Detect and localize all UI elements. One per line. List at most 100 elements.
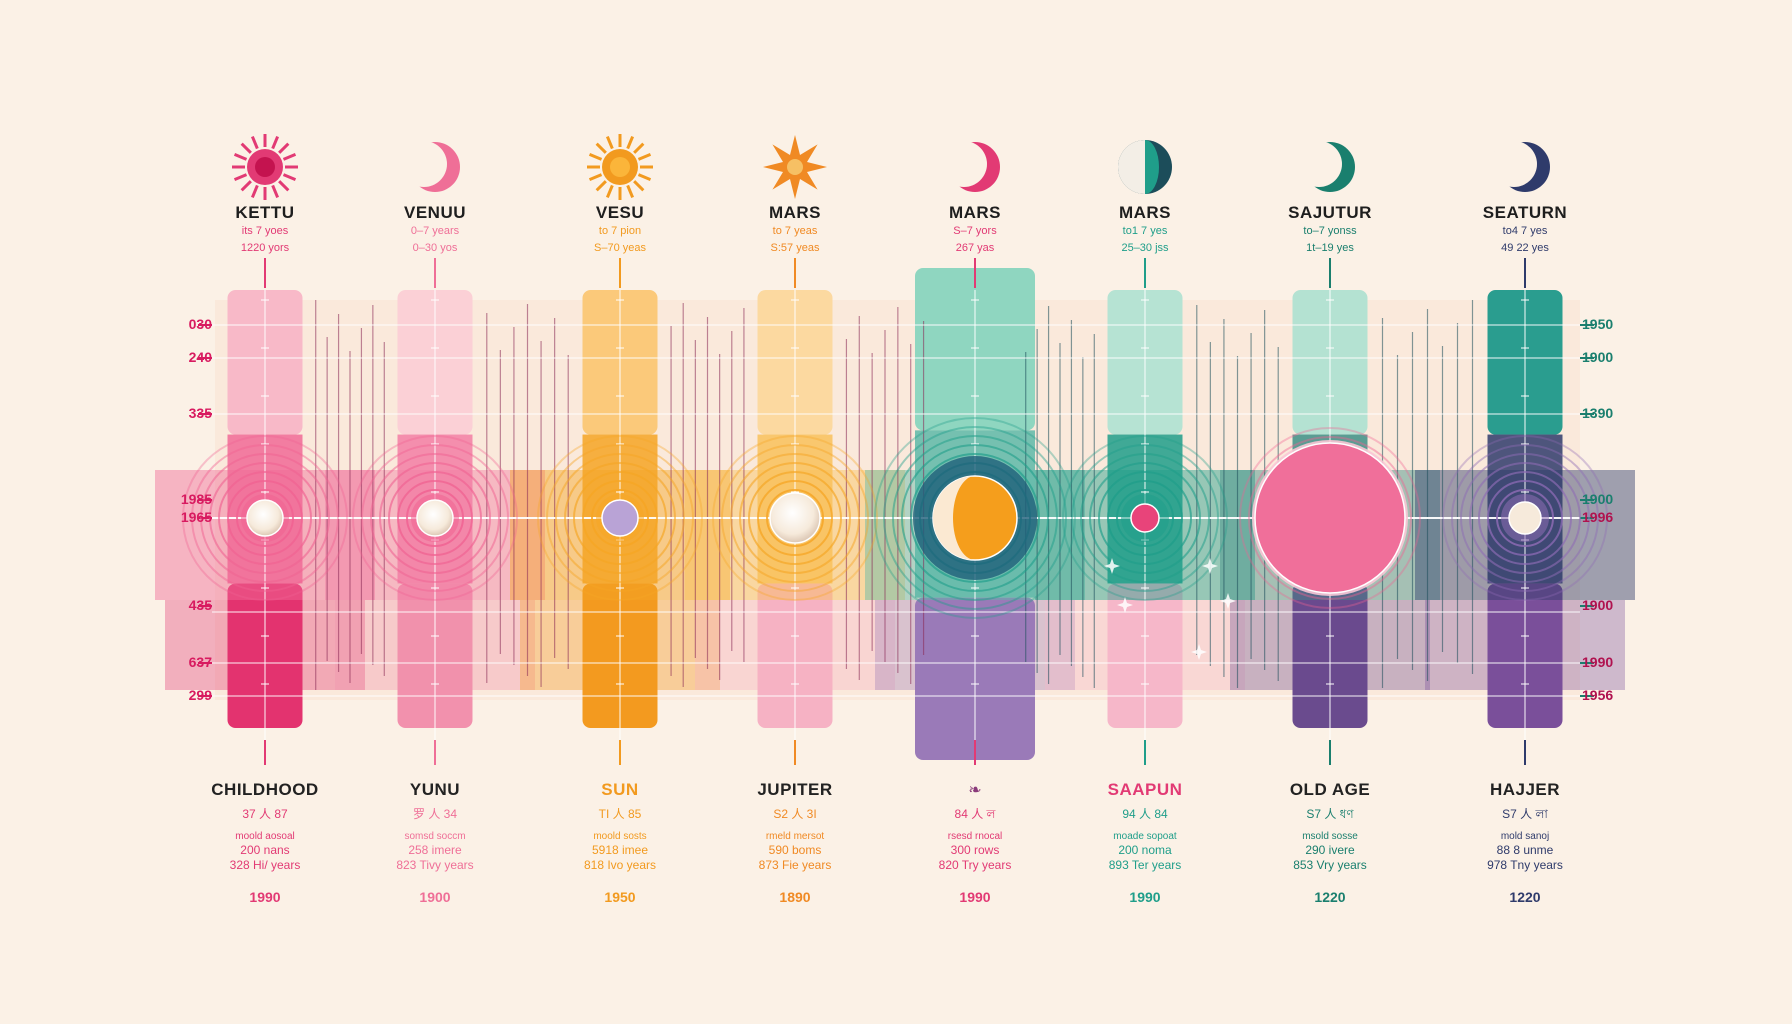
top-years-6: 25–30 jss	[1121, 242, 1169, 254]
sun-burst-icon-ray	[250, 135, 259, 150]
sun-burst-icon-ray	[250, 184, 259, 199]
ring	[1107, 480, 1183, 556]
top-detail-2: 0–7 years	[410, 225, 460, 237]
sun-icon-ray	[637, 152, 652, 161]
sun-burst-icon-ray	[271, 135, 280, 150]
sparkle-icon	[1117, 597, 1133, 613]
ring	[388, 471, 482, 565]
bottom-code-6: 94 人 84	[1122, 807, 1168, 821]
right-axis-label-4: 1900	[1582, 491, 1614, 507]
orb-4	[769, 492, 821, 544]
crescent-moon-icon-cut	[1296, 141, 1342, 187]
bottom-label-3: SUN	[601, 780, 639, 799]
orb-3	[601, 499, 639, 537]
left-axis-label-2: 240	[188, 349, 212, 365]
left-axis-label-4: 1985	[180, 491, 212, 507]
ring-layer	[182, 417, 1608, 619]
ring	[1442, 435, 1608, 601]
left-axis-label-7: 637	[188, 654, 212, 670]
sun-icon-ray	[637, 173, 652, 182]
bottom-note-5: rsesd rnocal	[947, 831, 1003, 842]
ring	[1098, 471, 1192, 565]
ring	[236, 489, 294, 547]
icon-layer	[232, 134, 1550, 200]
orb-1	[246, 499, 284, 537]
sun-icon-ray	[633, 142, 645, 154]
bottom-label-1: CHILDHOOD	[211, 780, 319, 799]
right-axis-label-3: 1390	[1582, 405, 1614, 421]
sparkle-icon	[1220, 593, 1236, 609]
bottom-count-8: 88 8 unme	[1496, 843, 1554, 857]
bottom-code-7: S7 人 ধণ	[1306, 807, 1354, 821]
ring	[218, 471, 312, 565]
ring	[555, 453, 685, 583]
bottom-year-3: 1950	[604, 889, 636, 905]
bottom-note-6: moade sopoat	[1113, 831, 1177, 842]
top-label-4: MARS	[768, 203, 822, 222]
bottom-years-6: 893 Ter years	[1108, 858, 1182, 872]
ring	[397, 480, 473, 556]
ring	[1469, 462, 1581, 574]
bottom-count-7: 290 ivere	[1305, 843, 1355, 857]
ring	[370, 453, 500, 583]
bottom-note-3: moold sosts	[593, 831, 647, 842]
top-years-1: 1220 yors	[240, 242, 290, 254]
top-label-8: SEATURN	[1482, 203, 1568, 222]
half-moon-icon-light	[1118, 140, 1145, 194]
bottom-year-5: 1990	[959, 889, 991, 905]
sun-icon-ray	[626, 135, 635, 150]
bottom-code-8: S7 人 লা	[1502, 807, 1548, 821]
bottom-code-3: TI 人 85	[598, 807, 642, 821]
bottom-years-5: 820 Try years	[938, 858, 1012, 872]
orb-8	[1508, 501, 1542, 535]
bottom-code-1: 37 人 87	[242, 807, 288, 821]
bottom-year-1: 1990	[249, 889, 281, 905]
bottom-year-6: 1990	[1129, 889, 1161, 905]
ring	[892, 435, 1058, 601]
sun-icon-ray	[633, 180, 645, 192]
right-axis-label-5: 1996	[1582, 509, 1614, 525]
top-detail-7: to–7 yonss	[1303, 225, 1357, 237]
ring	[910, 453, 1040, 583]
top-years-7: 1t–19 yes	[1306, 242, 1354, 254]
top-years-8: 49 22 yes	[1501, 242, 1549, 254]
left-axis-label-8: 299	[188, 687, 212, 703]
sun-burst-icon-ray	[282, 173, 297, 182]
bottom-code-5: 84 人 ল	[954, 807, 996, 821]
top-detail-3: to 7 pion	[598, 225, 642, 237]
sun-icon-ray	[605, 135, 614, 150]
top-detail-8: to4 7 yes	[1502, 225, 1548, 237]
bottom-years-3: 818 Ivo years	[583, 858, 657, 872]
bottom-years-4: 873 Fie years	[758, 858, 832, 872]
crescent-moon-icon-cut	[401, 141, 447, 187]
ring	[1062, 435, 1228, 601]
ring	[209, 462, 321, 574]
sun-burst-icon-ray	[278, 142, 290, 154]
ring	[564, 462, 676, 574]
bottom-note-4: rmeld mersot	[765, 831, 825, 842]
ring	[1478, 471, 1572, 565]
sun-icon-ray	[588, 173, 603, 182]
bottom-label-8: HAJJER	[1489, 780, 1561, 799]
star-icon-core	[787, 159, 803, 175]
sparkle-icon	[1202, 558, 1218, 574]
left-axis-label-3: 335	[188, 405, 212, 421]
ring	[712, 435, 878, 601]
ring	[721, 444, 869, 592]
top-label-2: VENUU	[403, 203, 467, 222]
top-label-6: MARS	[1118, 203, 1172, 222]
ring	[591, 489, 649, 547]
ring	[874, 417, 1076, 619]
bottom-note-8: mold sanoj	[1500, 831, 1550, 842]
bottom-note-2: somsd soccm	[404, 831, 466, 842]
orb-6	[1130, 503, 1160, 533]
top-label-3: VESU	[595, 203, 645, 222]
ring	[1071, 444, 1219, 592]
sun-icon-ray	[626, 184, 635, 199]
left-axis-label-1: 030	[188, 316, 212, 332]
bottom-year-4: 1890	[779, 889, 811, 905]
sparkle-icon	[1104, 558, 1120, 574]
top-label-5: MARS	[948, 203, 1002, 222]
sun-burst-icon-ray	[278, 180, 290, 192]
